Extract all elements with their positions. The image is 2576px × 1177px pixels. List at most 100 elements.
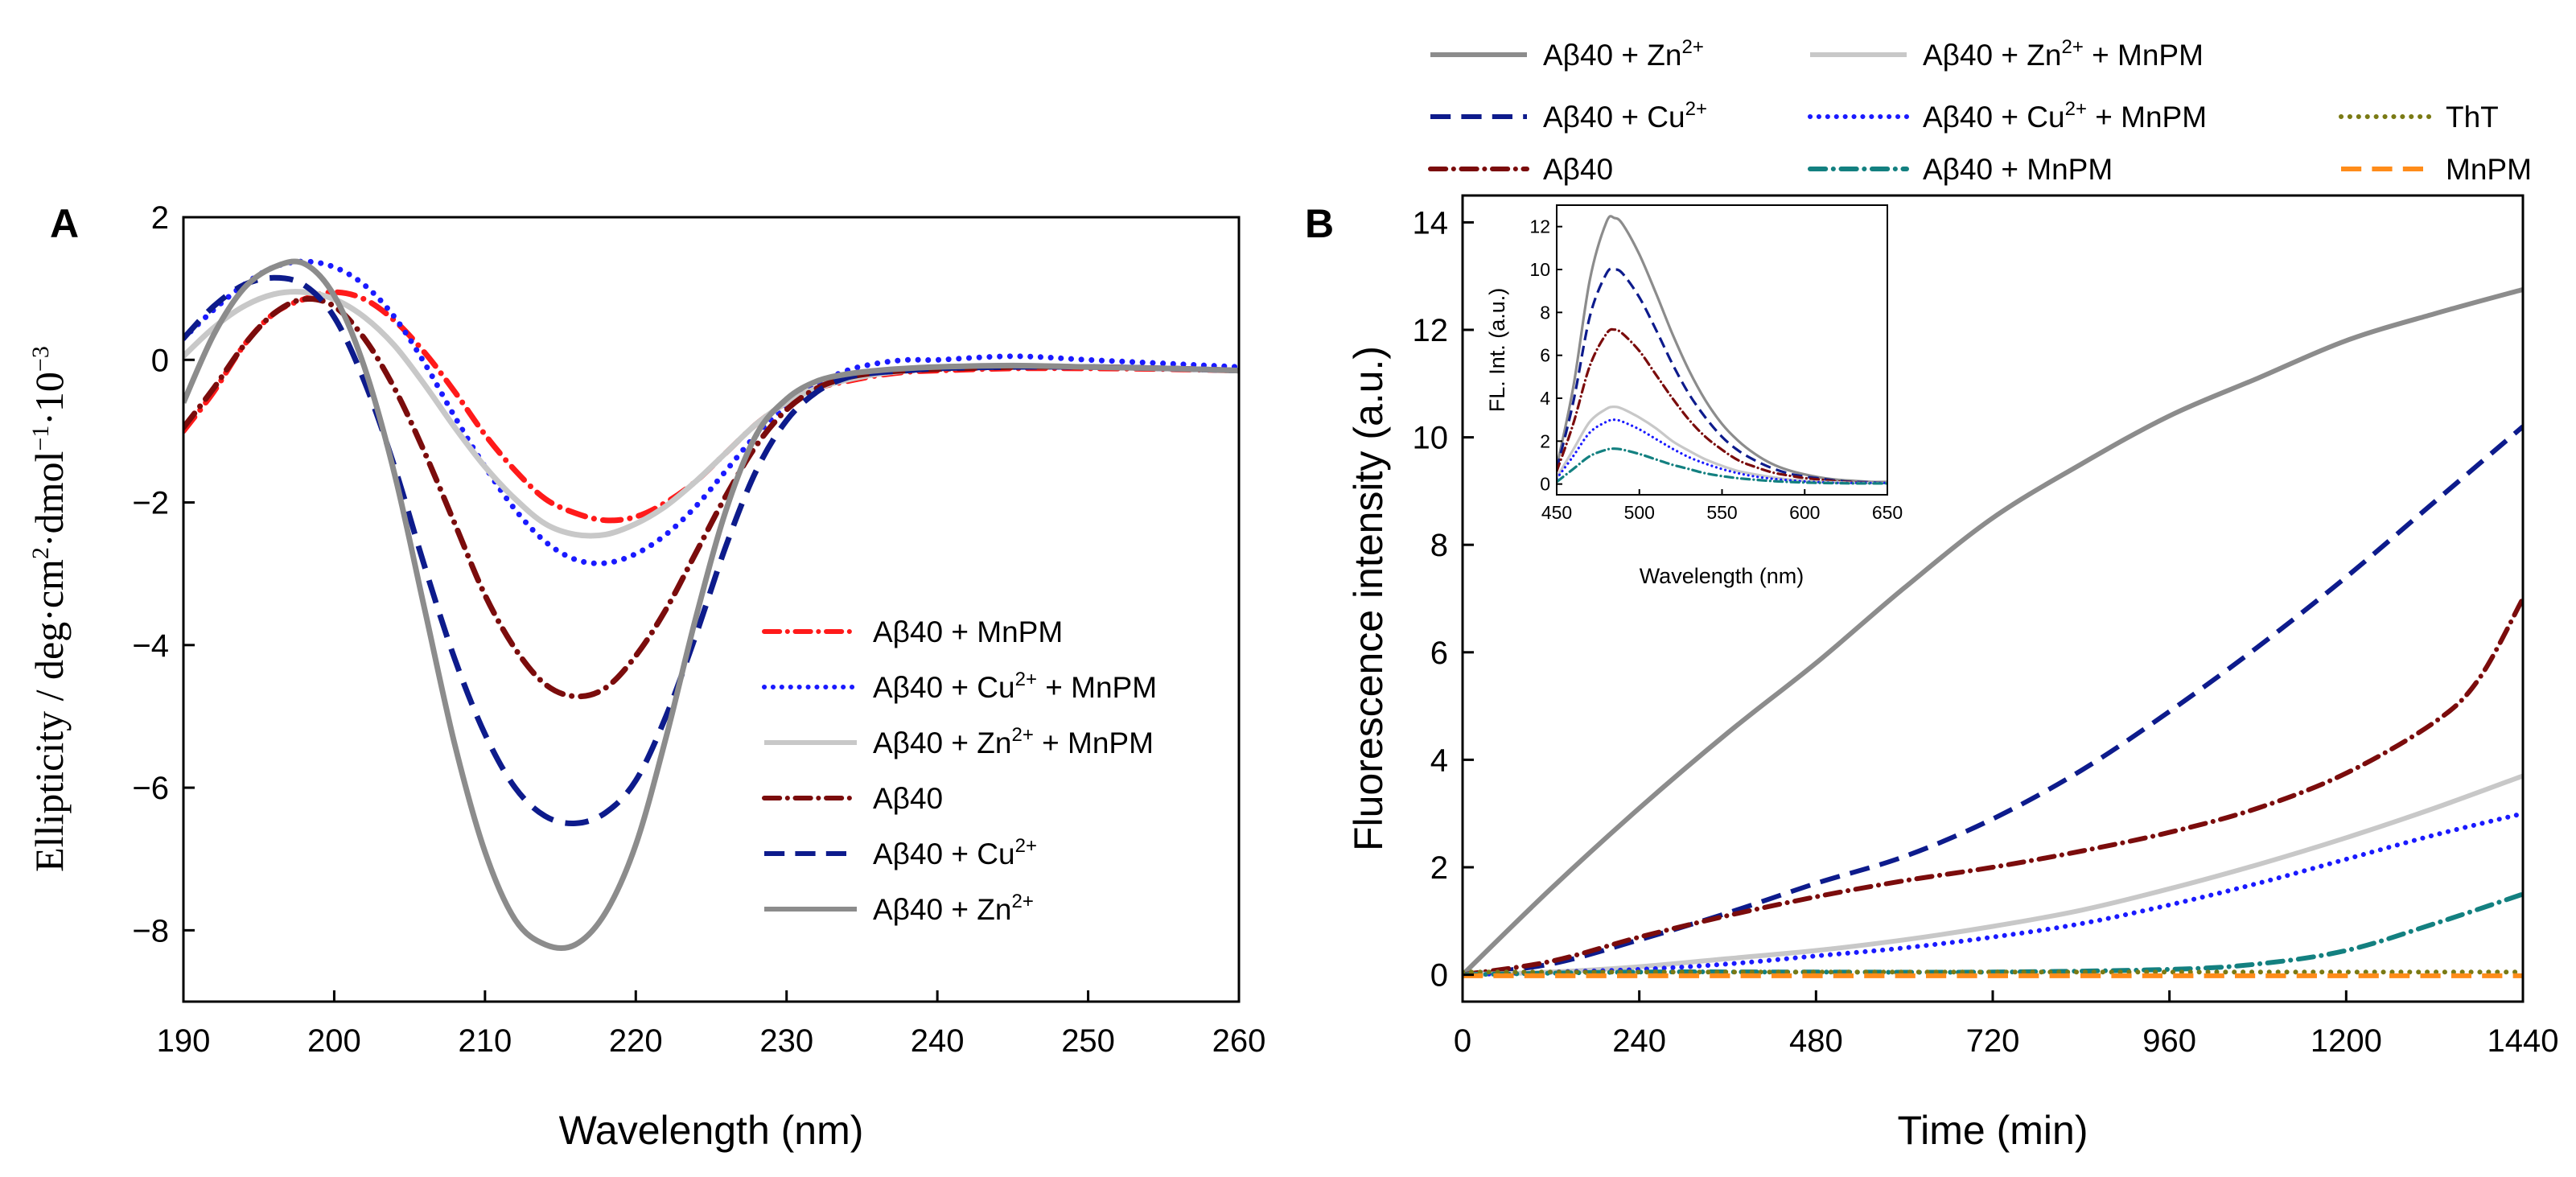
panel-a-series (183, 258, 1239, 952)
legend-entry-ab40: Aβ40 (1428, 153, 1613, 186)
inset-y-tick-label: 4 (1540, 388, 1550, 409)
legend-entry-ab40-zn2: Aβ40 + Zn2+ (1430, 36, 1704, 72)
panel-b-series-ab40 (1463, 596, 2523, 977)
panel-a-y-axis-title: Ellipticity / deg·cm2·dmol−1·10−3 (27, 346, 72, 872)
inset-y-tick-label: 2 (1540, 430, 1550, 451)
panel-a-x-tick-label: 260 (1212, 1023, 1266, 1059)
inset-series-ab40-mnpm (1557, 447, 1887, 485)
panel-a-y-tick-label: 2 (151, 200, 169, 236)
panel-b-y-tick-label: 6 (1430, 636, 1448, 671)
panel-b-y-ticks: 0 2 4 6 8 10 12 14 (1413, 205, 1474, 994)
legend-label: Aβ40 + Cu2+ (1543, 98, 1707, 134)
legend-entry-tht: ThT (2339, 101, 2499, 134)
panel-a-x-tick-label: 190 (157, 1023, 211, 1059)
legend-entry-ab40-cu2-mnpm: Aβ40 + Cu2+ + MnPM (1808, 98, 2207, 134)
legend-label: Aβ40 + Zn2+ (873, 891, 1034, 926)
legend-label: Aβ40 + MnPM (1923, 153, 2113, 186)
legend-entry-ab40-cu2-mnpm: Aβ40 + Cu2+ + MnPM (762, 669, 1157, 704)
legend-entry-ab40-mnpm: Aβ40 + MnPM (1808, 153, 2113, 186)
panel-a-plot-frame (182, 216, 1241, 1003)
legend-label: Aβ40 + Cu2+ + MnPM (873, 669, 1157, 704)
inset-x-tick-label: 600 (1789, 502, 1820, 523)
legend-label: Aβ40 + Cu2+ (873, 835, 1037, 870)
legend-label: Aβ40 (1543, 153, 1613, 186)
panel-b-y-tick-label: 4 (1430, 743, 1448, 778)
inset-x-ticks: 450 500 550 600 650 (1541, 489, 1903, 523)
panel-b-x-ticks: 0 240 480 720 960 1200 1440 (1454, 990, 2559, 1059)
panel-b-x-tick-label: 240 (1612, 1023, 1666, 1059)
legend-label: Aβ40 + Zn2+ + MnPM (1923, 36, 2204, 72)
panel-b-y-tick-label: 8 (1430, 528, 1448, 563)
inset-series (1557, 215, 1887, 485)
panel-b-x-tick-label: 960 (2142, 1023, 2196, 1059)
legend-label: Aβ40 + Zn2+ (1543, 36, 1704, 72)
inset-x-tick-label: 450 (1541, 502, 1572, 523)
panel-a: A 190 200 210 220 230 240 250 260 −8 −6 −4 −2 0 2 Wa… (27, 200, 1265, 1153)
panel-b-x-tick-label: 720 (1966, 1023, 2020, 1059)
inset-x-axis-title: Wavelength (nm) (1640, 564, 1804, 588)
legend-entry-mnpm: MnPM (2341, 153, 2532, 186)
inset-y-tick-label: 8 (1540, 302, 1550, 323)
panel-a-x-tick-label: 200 (307, 1023, 361, 1059)
panel-a-x-tick-label: 210 (458, 1023, 512, 1059)
panel-a-y-tick-label: 0 (151, 343, 169, 378)
inset-y-tick-label: 6 (1540, 345, 1550, 366)
inset-y-ticks: 0 2 4 6 8 10 12 (1529, 216, 1562, 495)
panel-a-y-tick-label: −8 (132, 913, 169, 949)
panel-b-x-tick-label: 1440 (2488, 1023, 2559, 1059)
legend-label: ThT (2446, 101, 2499, 134)
legend-entry-ab40-zn2: Aβ40 + Zn2+ (764, 891, 1034, 926)
panel-b-x-tick-label: 1200 (2311, 1023, 2382, 1059)
legend-label: MnPM (2446, 153, 2532, 186)
panel-a-series-ab40-cu2-mnpm (183, 258, 1239, 566)
legend-entry-ab40-zn2-mnpm: Aβ40 + Zn2+ + MnPM (1810, 36, 2204, 72)
inset-y-tick-label: 10 (1529, 259, 1550, 280)
panel-b-x-tick-label: 0 (1454, 1023, 1471, 1059)
panel-b-legend: Aβ40 + Zn2+ Aβ40 + Cu2+ Aβ40 Aβ40 + Zn2+ + … (1428, 36, 2532, 186)
legend-entry-ab40: Aβ40 (762, 782, 943, 815)
panel-a-label: A (50, 201, 79, 246)
panel-a-y-tick-label: −4 (132, 628, 169, 664)
panel-b-y-tick-label: 10 (1413, 421, 1449, 456)
panel-b-x-axis-title: Time (min) (1897, 1108, 2088, 1153)
panel-b-y-tick-label: 0 (1430, 958, 1448, 994)
panel-a-y-ticks: −8 −6 −4 −2 0 2 (132, 200, 195, 949)
legend-entry-ab40-mnpm: Aβ40 + MnPM (762, 615, 1063, 648)
legend-entry-ab40-cu2: Aβ40 + Cu2+ (1430, 98, 1707, 134)
panel-a-x-tick-label: 250 (1061, 1023, 1115, 1059)
panel-b-series-ab40-zn2 (1463, 287, 2523, 977)
legend-label: Aβ40 + Zn2+ + MnPM (873, 724, 1154, 759)
panel-b-y-tick-label: 12 (1413, 313, 1449, 348)
inset-y-axis-title: FL. Int. (a.u.) (1485, 288, 1509, 413)
panel-b-inset: 450 500 550 600 650 0 2 4 6 8 10 12 Wavelength (nm… (1485, 201, 1957, 588)
inset-series-ab40 (1557, 327, 1887, 484)
legend-label: Aβ40 + MnPM (873, 615, 1063, 648)
inset-y-tick-label: 12 (1529, 216, 1550, 237)
inset-x-tick-label: 550 (1706, 502, 1737, 523)
legend-entry-ab40-zn2-mnpm: Aβ40 + Zn2+ + MnPM (764, 724, 1154, 759)
inset-x-tick-label: 500 (1624, 502, 1655, 523)
legend-label: Aβ40 + Cu2+ + MnPM (1923, 98, 2207, 134)
panel-a-x-ticks: 190 200 210 220 230 240 250 260 (157, 990, 1266, 1059)
panel-b-y-tick-label: 2 (1430, 850, 1448, 886)
panel-a-x-tick-label: 220 (609, 1023, 663, 1059)
inset-y-tick-label: 0 (1540, 474, 1550, 495)
legend-entry-ab40-cu2: Aβ40 + Cu2+ (764, 835, 1037, 870)
panel-b-label: B (1305, 201, 1334, 246)
panel-a-y-tick-label: −2 (132, 486, 169, 521)
inset-x-tick-label: 650 (1872, 502, 1903, 523)
panel-a-x-axis-title: Wavelength (nm) (559, 1108, 864, 1153)
panel-b-y-tick-label: 14 (1413, 205, 1449, 241)
panel-b-y-axis-title: Fluorescence intensity (a.u.) (1346, 346, 1391, 851)
panel-a-x-tick-label: 230 (759, 1023, 813, 1059)
panel-a-y-tick-label: −6 (132, 771, 169, 806)
panel-b-series-ab40-mnpm (1463, 891, 2523, 977)
panel-a-legend: Aβ40 + MnPM Aβ40 + Cu2+ + MnPM Aβ40 + Zn2+… (762, 615, 1157, 926)
panel-b-x-tick-label: 480 (1789, 1023, 1843, 1059)
panel-b-series-ab40-cu2-mnpm (1463, 811, 2523, 977)
panel-b-series-ab40-cu2 (1463, 424, 2523, 977)
panel-a-series-ab40-zn2 (183, 258, 1239, 952)
panel-b-series (1463, 287, 2523, 978)
legend-label: Aβ40 (873, 782, 943, 815)
